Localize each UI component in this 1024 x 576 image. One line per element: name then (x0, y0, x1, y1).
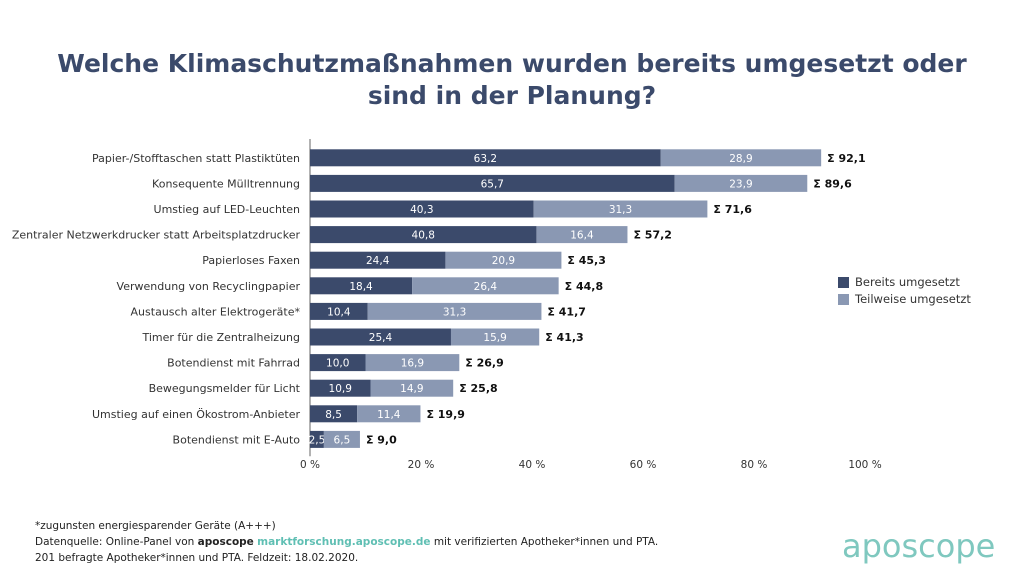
x-tick-label: 0 % (300, 459, 320, 471)
data-label: 16,4 (570, 230, 594, 242)
bar-segment-teilweise (674, 174, 808, 192)
bar-segment-teilweise (445, 251, 562, 269)
x-tick-label: 20 % (408, 459, 435, 471)
data-label: 28,9 (729, 153, 752, 165)
data-label: 10,4 (327, 306, 351, 318)
chart-title: Welche Klimaschutzmaßnahmen wurden berei… (0, 48, 1024, 112)
data-label: 63,2 (474, 153, 497, 165)
category-label: Umstieg auf LED-Leuchten (154, 203, 300, 216)
bar-segment-bereits (310, 277, 413, 295)
total-label: Σ 25,8 (459, 382, 497, 395)
x-tick-label: 60 % (630, 459, 657, 471)
legend-item-teilweise: Teilweise umgesetzt (838, 291, 971, 307)
source-prefix: Datenquelle: Online-Panel von (35, 536, 198, 548)
legend-label-bereits: Bereits umgesetzt (855, 275, 960, 289)
total-label: Σ 41,7 (547, 305, 585, 318)
category-label: Bewegungsmelder für Licht (149, 382, 301, 395)
footnote: *zugunsten energiesparender Geräte (A+++… (35, 520, 276, 532)
chart-title-line-1: Welche Klimaschutzmaßnahmen wurden berei… (57, 49, 967, 78)
bar-segment-bereits (310, 354, 366, 372)
category-label: Umstieg auf einen Ökostrom-Anbieter (92, 408, 300, 421)
data-label: 14,9 (400, 383, 423, 395)
legend-swatch-teilweise (838, 293, 849, 305)
aposcope-logo: aposcope (842, 527, 996, 565)
category-label: Papierloses Faxen (202, 254, 300, 267)
category-label: Zentraler Netzwerkdrucker statt Arbeitsp… (12, 229, 301, 242)
x-tick-label: 40 % (519, 459, 546, 471)
data-label: 10,9 (329, 383, 352, 395)
total-label: Σ 71,6 (713, 203, 752, 216)
data-label: 10,0 (326, 358, 349, 370)
category-label: Austausch alter Elektrogeräte* (131, 305, 301, 318)
total-label: Σ 45,3 (567, 254, 605, 267)
bar-segment-teilweise (323, 430, 360, 448)
legend: Bereits umgesetzt Teilweise umgesetzt (838, 274, 971, 308)
bar-segment-bereits (310, 251, 446, 269)
category-label: Timer für die Zentralheizung (141, 331, 300, 344)
total-label: Σ 9,0 (366, 433, 397, 446)
source-suffix: mit verifizierten Apotheker*innen und PT… (430, 536, 659, 548)
data-label: 40,3 (410, 204, 433, 216)
bar-segment-bereits (310, 174, 675, 192)
bar-segment-teilweise (660, 149, 822, 167)
total-label: Σ 41,3 (545, 331, 583, 344)
bar-segment-bereits (310, 302, 368, 320)
bar-segment-bereits (310, 328, 451, 346)
bar-segment-teilweise (536, 226, 628, 244)
bar-segment-teilweise (412, 277, 559, 295)
category-label: Verwendung von Recyclingpapier (117, 280, 301, 293)
bar-segment-bereits (310, 226, 537, 244)
total-label: Σ 92,1 (827, 152, 865, 165)
data-label: 11,4 (377, 409, 401, 421)
x-tick-label: 80 % (741, 459, 768, 471)
data-label: 18,4 (349, 281, 373, 293)
category-label: Botendienst mit E-Auto (173, 433, 301, 446)
data-label: 24,4 (366, 255, 390, 267)
source-line-1: Datenquelle: Online-Panel von aposcope m… (35, 536, 658, 548)
bar-segment-teilweise (367, 302, 542, 320)
bar-segment-bereits (310, 405, 358, 423)
data-label: 15,9 (483, 332, 506, 344)
bar-segment-teilweise (370, 379, 454, 397)
source-line-2: 201 befragte Apotheker*innen und PTA. Fe… (35, 552, 359, 564)
data-label: 65,7 (481, 178, 504, 190)
chart-title-line-2: sind in der Planung? (367, 81, 657, 110)
category-label: Botendienst mit Fahrrad (167, 357, 300, 370)
data-label: 40,8 (412, 230, 435, 242)
bar-segment-bereits (310, 149, 661, 167)
data-label: 6,5 (334, 434, 351, 446)
data-label: 16,9 (401, 358, 424, 370)
data-label: 20,9 (492, 255, 515, 267)
data-label: 25,4 (369, 332, 393, 344)
bar-segment-teilweise (450, 328, 540, 346)
data-label: 23,9 (729, 178, 752, 190)
bar-segment-bereits (310, 200, 534, 218)
total-label: Σ 57,2 (633, 229, 671, 242)
source-link[interactable]: marktforschung.aposcope.de (257, 536, 431, 548)
total-label: Σ 44,8 (565, 280, 603, 293)
category-label: Konsequente Mülltrennung (152, 177, 300, 190)
source-brand: aposcope (197, 536, 254, 548)
data-label: 26,4 (474, 281, 498, 293)
bar-segment-bereits (310, 430, 324, 448)
total-label: Σ 89,6 (813, 177, 852, 190)
data-label: 8,5 (325, 409, 342, 421)
legend-item-bereits: Bereits umgesetzt (838, 274, 971, 290)
bar-segment-teilweise (357, 405, 421, 423)
category-label: Papier-/Stofftaschen statt Plastiktüten (92, 152, 300, 165)
bar-segment-teilweise (533, 200, 708, 218)
x-tick-label: 100 % (848, 459, 881, 471)
total-label: Σ 26,9 (465, 357, 503, 370)
total-label: Σ 19,9 (426, 408, 464, 421)
legend-label-teilweise: Teilweise umgesetzt (855, 292, 971, 306)
legend-swatch-bereits (838, 276, 849, 288)
data-label: 31,3 (609, 204, 632, 216)
bar-segment-bereits (310, 379, 371, 397)
data-label: 31,3 (443, 306, 466, 318)
data-label: 2,5 (309, 434, 326, 446)
bar-segment-teilweise (365, 354, 460, 372)
